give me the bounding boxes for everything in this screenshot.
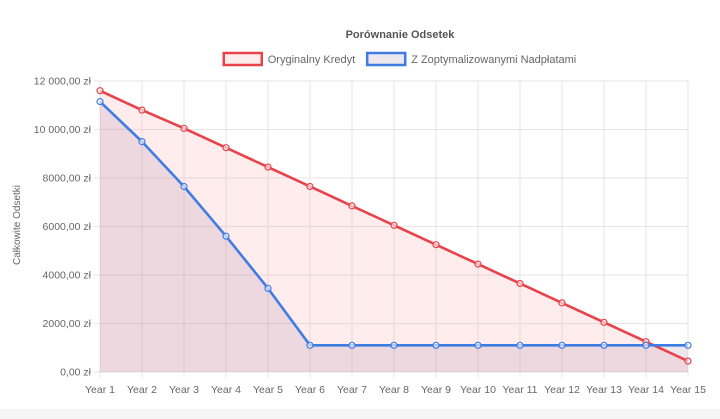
data-point[interactable] (600, 318, 608, 326)
y-tick-label: 4000,00 zł (43, 270, 92, 282)
data-point[interactable] (474, 260, 482, 268)
x-tick-label: Year 8 (379, 384, 409, 396)
x-tick-label: Year 14 (628, 384, 664, 396)
data-point[interactable] (138, 106, 146, 114)
data-point[interactable] (432, 241, 440, 249)
data-point[interactable] (558, 341, 566, 349)
data-point[interactable] (474, 341, 482, 349)
data-point[interactable] (306, 182, 314, 191)
data-point[interactable] (642, 341, 650, 349)
x-tick-label: Year 12 (544, 384, 580, 396)
data-point[interactable] (138, 138, 146, 146)
legend-swatch (365, 51, 407, 67)
grid (94, 80, 689, 378)
x-tick-label: Year 6 (295, 384, 325, 396)
x-tick-label: Year 5 (253, 384, 283, 396)
y-axis: 0,00 zł 2000,00 zł 4000,00 zł 6000,00 zł 800… (34, 76, 92, 379)
x-tick-label: Year 1 (85, 384, 115, 396)
x-tick-label: Year 13 (586, 384, 622, 396)
y-tick-label: 12 000,00 zł (34, 76, 92, 88)
data-point[interactable] (222, 144, 230, 152)
data-point[interactable] (600, 341, 608, 349)
x-tick-label: Year 7 (337, 384, 367, 396)
data-point[interactable] (264, 163, 272, 171)
y-tick-label: 8000,00 zł (43, 173, 92, 185)
y-tick-label: 2000,00 zł (43, 318, 92, 330)
data-point[interactable] (684, 357, 692, 365)
data-point[interactable] (180, 124, 188, 132)
x-tick-label: Year 10 (460, 384, 496, 396)
legend-swatch (222, 51, 263, 67)
data-point[interactable] (516, 279, 524, 288)
data-point[interactable] (306, 341, 314, 349)
data-point[interactable] (96, 98, 104, 106)
series-area-1 (100, 90, 688, 372)
data-point[interactable] (264, 284, 272, 292)
legend: Oryginalny Kredyt Z Zoptymalizowanymi Nad… (222, 51, 576, 67)
data-point[interactable] (180, 182, 188, 191)
y-tick-label: 6000,00 zł (43, 221, 92, 233)
chart-title: Porównanie Odsetek (346, 29, 456, 41)
series-area-2 (100, 101, 688, 373)
data-point[interactable] (390, 341, 398, 349)
data-point[interactable] (222, 232, 230, 240)
series-fills (100, 90, 688, 373)
legend-label: Z Zoptymalizowanymi Nadpłatami (411, 54, 576, 66)
series-points (96, 87, 692, 365)
y-axis-label: Całkowite Odsetki (12, 185, 23, 265)
data-point[interactable] (432, 341, 440, 349)
legend-label: Oryginalny Kredyt (268, 54, 355, 66)
data-point[interactable] (96, 87, 104, 95)
data-point[interactable] (348, 341, 356, 349)
x-tick-label: Year 9 (421, 384, 451, 396)
data-point[interactable] (390, 221, 398, 229)
x-tick-label: Year 4 (211, 384, 241, 396)
data-point[interactable] (558, 299, 566, 307)
x-tick-label: Year 3 (169, 384, 199, 396)
page-bottom-band (0, 409, 720, 419)
y-tick-label: 10 000,00 zł (34, 124, 92, 136)
x-axis: Year 1 Year 2 Year 3 Year 4 Year 5 Year 6 Year… (85, 384, 706, 396)
y-tick-label: 0,00 zł (60, 367, 92, 379)
data-point[interactable] (516, 341, 524, 349)
data-point[interactable] (684, 341, 692, 349)
data-point[interactable] (348, 202, 356, 210)
x-tick-label: Year 2 (127, 384, 157, 396)
x-tick-label: Year 15 (670, 384, 706, 396)
x-tick-label: Year 11 (502, 384, 537, 396)
